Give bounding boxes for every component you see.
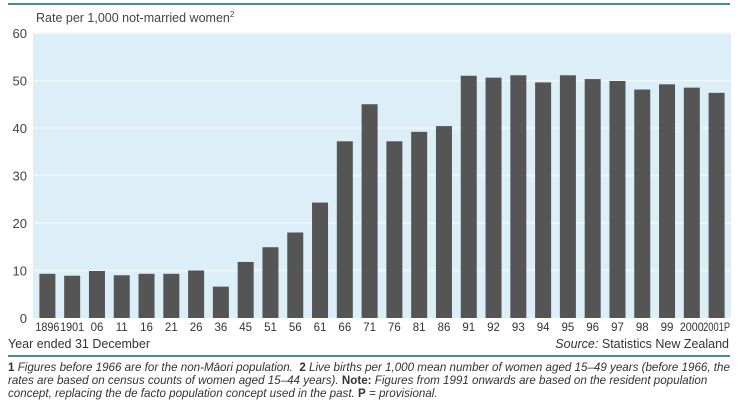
bar: [336, 141, 353, 318]
bar: [64, 275, 81, 318]
x-tick-label: 95: [561, 322, 574, 334]
x-tick-label: 96: [586, 322, 599, 334]
x-tick-label: 92: [487, 322, 500, 334]
bar: [262, 247, 279, 318]
bar: [39, 273, 56, 318]
bar: [361, 104, 378, 318]
x-tick-label: 11: [116, 322, 128, 334]
x-tick-label: 76: [388, 322, 401, 334]
bar-chart: 0 10 20 30 40 50 60 1896 1901 06 11 16 21 26 36 45 51 56 6…: [13, 26, 731, 334]
x-tick-label: 81: [413, 322, 426, 334]
x-tick-label: 61: [314, 322, 327, 334]
bar: [634, 89, 651, 319]
x-tick-label: 45: [239, 322, 252, 334]
x-tick-label: 66: [338, 322, 351, 334]
bar: [683, 87, 700, 318]
x-tick-label: 91: [462, 322, 475, 334]
x-tick-label: 56: [289, 322, 302, 334]
x-tick-label: 26: [190, 322, 203, 334]
x-tick-label: 99: [661, 322, 674, 334]
bar: [609, 80, 626, 318]
y-tick-label: 0: [20, 311, 27, 326]
y-tick-label: 40: [13, 121, 27, 136]
y-axis-title: Rate per 1,000 not-married women2: [36, 10, 235, 26]
footnotes: 1 Figures before 1966 are for the non-Mā…: [8, 361, 730, 400]
bar: [559, 75, 576, 319]
x-tick-label: 86: [438, 322, 451, 334]
bar: [435, 126, 452, 318]
x-tick-label: 06: [91, 322, 104, 334]
bar: [88, 270, 105, 318]
x-tick-label: 71: [363, 322, 376, 334]
bar: [386, 141, 403, 318]
x-tick-label: 97: [611, 322, 624, 334]
x-tick-label: 98: [636, 322, 649, 334]
bar: [163, 273, 180, 318]
x-tick-label: 1896: [35, 322, 59, 334]
bar: [535, 82, 552, 319]
bar: [237, 261, 254, 318]
bar: [113, 275, 130, 318]
x-tick-label: 1901: [60, 322, 84, 334]
bar: [188, 270, 205, 318]
y-tick-label: 10: [13, 264, 27, 279]
bar: [659, 84, 676, 318]
x-tick-label: 51: [264, 322, 277, 334]
x-axis-title: Year ended 31 December: [8, 337, 150, 351]
x-tick-label: 36: [214, 322, 227, 334]
x-tick-label: 21: [165, 322, 178, 334]
bar: [708, 92, 725, 318]
x-tick-label: 93: [512, 322, 525, 334]
x-tick-label: 2000: [680, 322, 704, 334]
bar: [485, 77, 502, 319]
top-rule: [8, 3, 730, 5]
x-tick-label: 94: [537, 322, 550, 334]
source-note: Source: Statistics New Zealand: [555, 337, 729, 351]
y-tick-label: 20: [13, 216, 27, 231]
bar: [460, 75, 477, 318]
bar: [510, 75, 527, 319]
bottom-rule: [8, 355, 730, 357]
bar: [312, 202, 329, 318]
y-tick-label: 30: [13, 169, 27, 184]
bar: [138, 273, 155, 318]
bar: [287, 232, 304, 318]
y-tick-label: 50: [13, 74, 27, 89]
bar: [584, 79, 601, 318]
bar: [411, 131, 428, 318]
bar: [212, 286, 229, 318]
y-tick-label: 60: [13, 26, 27, 41]
x-tick-label: 2001P: [703, 322, 730, 334]
x-tick-label: 16: [140, 322, 153, 334]
